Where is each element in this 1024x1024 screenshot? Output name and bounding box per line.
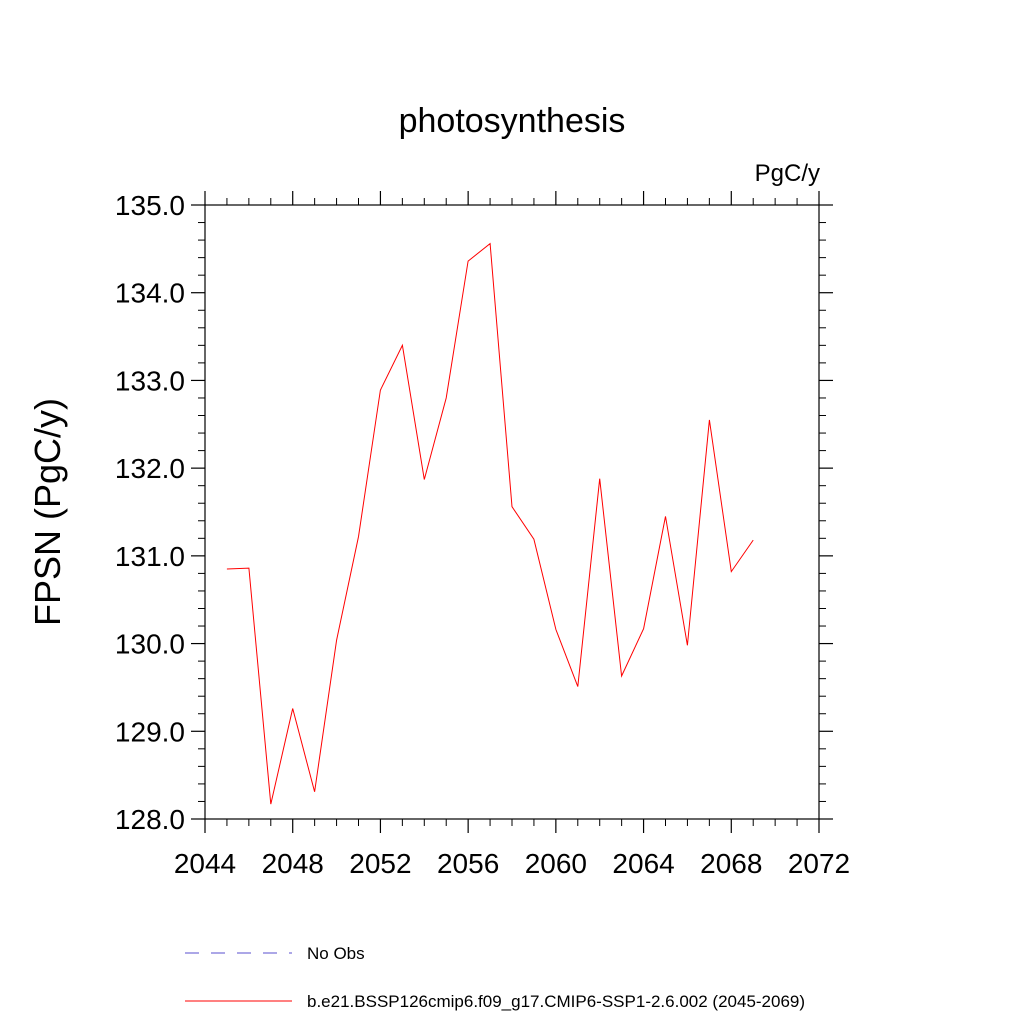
y-tick-label: 130.0: [115, 629, 185, 660]
series-line-0: [226, 242, 754, 805]
x-tick-label: 2056: [437, 848, 499, 879]
y-tick-label: 133.0: [115, 365, 185, 396]
series-group: [226, 242, 754, 805]
x-tick-labels: 2044 2048 2052 2056 2060 2064 2068 2072: [174, 848, 850, 879]
y-tick-label: 131.0: [115, 541, 185, 572]
legend-label-no-obs: No Obs: [307, 944, 365, 963]
y-axis-label: FPSN (PgC/y): [27, 398, 68, 626]
legend: No Obs b.e21.BSSP126cmip6.f09_g17.CMIP6-…: [185, 944, 805, 1011]
x-tick-label: 2068: [700, 848, 762, 879]
x-tick-label: 2072: [788, 848, 850, 879]
x-tick-label: 2048: [262, 848, 324, 879]
x-tick-label: 2052: [349, 848, 411, 879]
axis-ticks: [191, 191, 833, 833]
y-tick-label: 135.0: [115, 190, 185, 221]
x-tick-label: 2060: [525, 848, 587, 879]
y-tick-label: 129.0: [115, 716, 185, 747]
chart-title: photosynthesis: [399, 102, 626, 140]
units-label: PgC/y: [755, 160, 820, 187]
y-tick-label: 132.0: [115, 453, 185, 484]
x-tick-label: 2044: [174, 848, 236, 879]
y-tick-label: 128.0: [115, 804, 185, 835]
y-tick-labels: 128.0 129.0 130.0 131.0 132.0 133.0 134.0 135.0: [115, 190, 185, 835]
legend-label-model-run: b.e21.BSSP126cmip6.f09_g17.CMIP6-SSP1-2.…: [307, 992, 805, 1011]
x-tick-label: 2064: [612, 848, 674, 879]
y-tick-label: 134.0: [115, 278, 185, 309]
